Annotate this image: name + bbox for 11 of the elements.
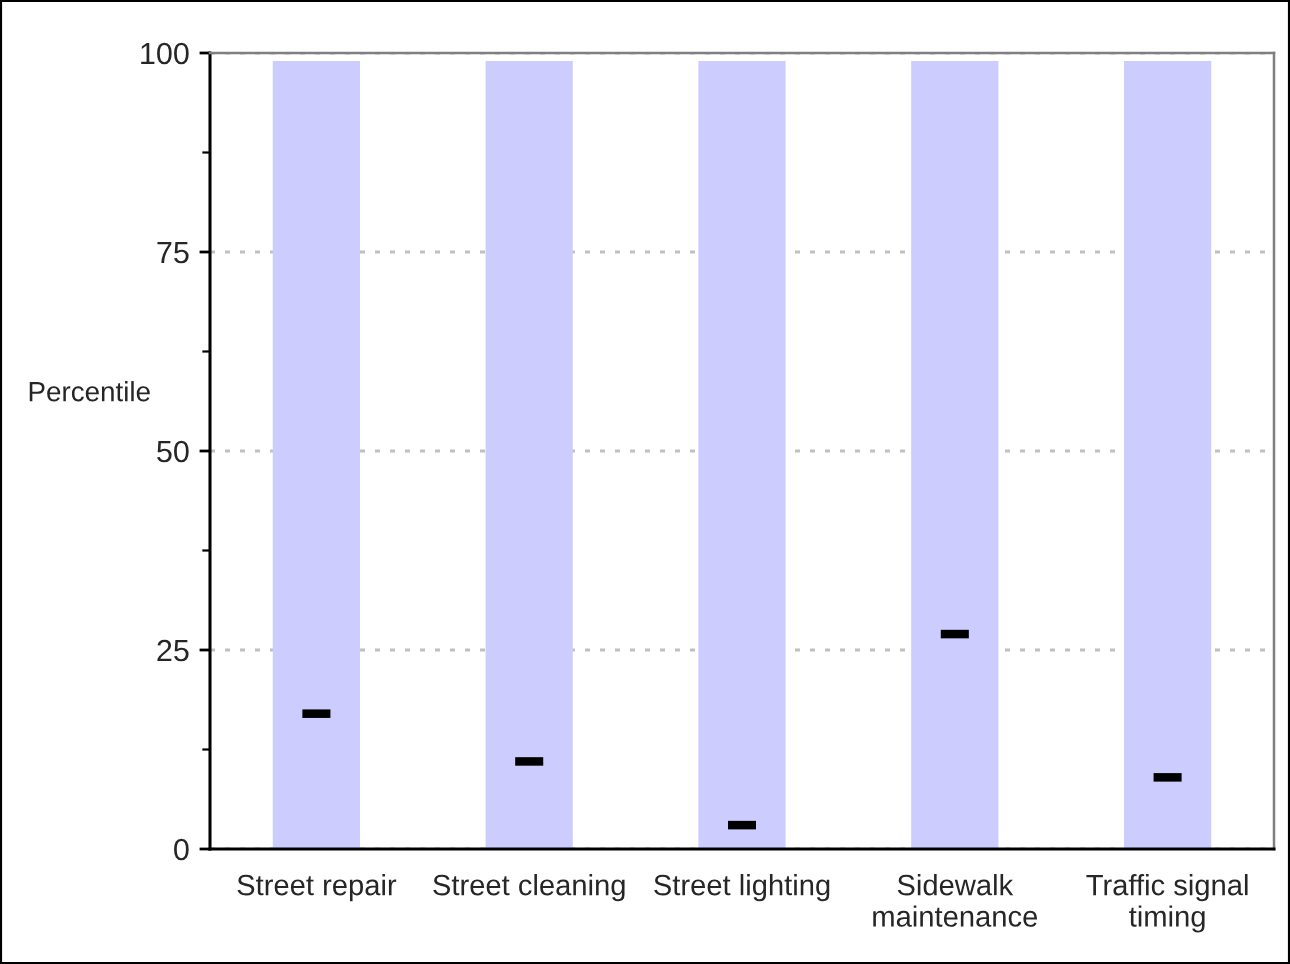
y-tick-label: 25 xyxy=(157,639,189,662)
x-tick-label: Street repair xyxy=(237,874,397,902)
y-tick-label: 0 xyxy=(174,838,189,861)
x-tick-label: Street cleaning xyxy=(433,874,625,902)
x-tick-label: Sidewalk maintenance xyxy=(873,874,1038,927)
x-tick-label: Street lighting xyxy=(654,874,830,902)
y-tick-label: 100 xyxy=(141,42,189,65)
y-tick-label: 75 xyxy=(157,242,189,264)
y-axis-title: Percentile xyxy=(29,381,150,402)
y-tick-label: 50 xyxy=(157,440,189,463)
x-tick-label: Traffic signal timing xyxy=(1086,874,1248,933)
